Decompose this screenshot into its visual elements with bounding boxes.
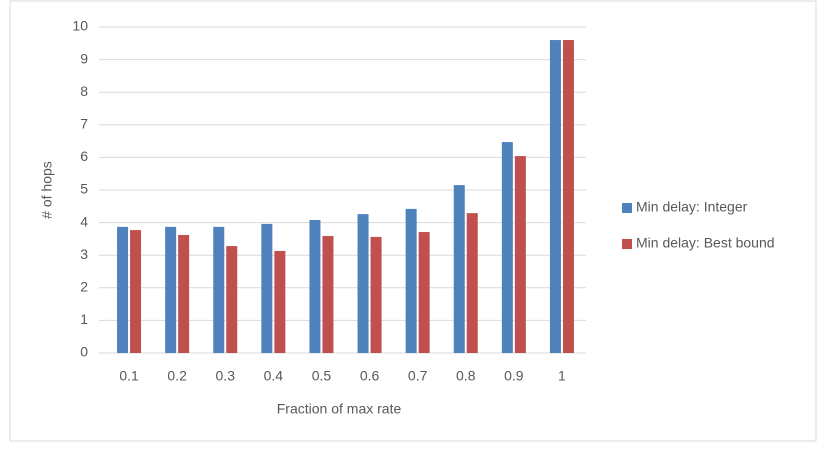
bar [453, 185, 465, 353]
legend-label: Min delay: Integer [636, 199, 748, 215]
bar [130, 230, 142, 353]
x-tick-label: 0.2 [167, 368, 187, 384]
y-tick-label: 3 [80, 246, 88, 262]
bar [322, 235, 334, 353]
bar [466, 213, 478, 353]
bar [549, 40, 561, 353]
x-tick-label: 1 [558, 368, 566, 384]
y-tick-label: 8 [80, 83, 88, 99]
bar [514, 156, 526, 353]
bar [226, 246, 238, 353]
bar [562, 40, 574, 353]
y-tick-label: 1 [80, 311, 88, 327]
bar [357, 214, 369, 353]
legend-swatch [622, 239, 632, 249]
y-tick-label: 0 [80, 344, 88, 360]
x-tick-label: 0.4 [264, 368, 284, 384]
legend-label: Min delay: Best bound [636, 235, 775, 251]
bar [418, 232, 430, 353]
y-tick-label: 6 [80, 148, 88, 164]
y-tick-label: 10 [72, 18, 88, 34]
x-tick-label: 0.1 [119, 368, 139, 384]
x-tick-label: 0.7 [408, 368, 428, 384]
bar [309, 219, 321, 353]
chart-border [9, 0, 817, 442]
y-tick-label: 5 [80, 181, 88, 197]
bar [178, 234, 190, 353]
y-tick-label: 2 [80, 279, 88, 295]
bar [213, 226, 225, 353]
x-tick-label: 0.3 [216, 368, 236, 384]
y-tick-label: 9 [80, 50, 88, 66]
x-tick-label: 0.5 [312, 368, 332, 384]
legend-swatch [622, 203, 632, 213]
bar [117, 226, 129, 353]
bar [165, 226, 177, 353]
bar [501, 142, 513, 353]
bar [405, 208, 417, 353]
x-axis-title: Fraction of max rate [277, 401, 402, 417]
x-tick-label: 0.8 [456, 368, 476, 384]
y-tick-label: 7 [80, 116, 88, 132]
y-axis-title: # of hops [39, 161, 55, 219]
bar [370, 236, 382, 353]
bar [261, 223, 273, 353]
x-tick-label: 0.9 [504, 368, 524, 384]
y-tick-label: 4 [80, 213, 88, 229]
x-tick-label: 0.6 [360, 368, 380, 384]
bar [274, 250, 286, 353]
